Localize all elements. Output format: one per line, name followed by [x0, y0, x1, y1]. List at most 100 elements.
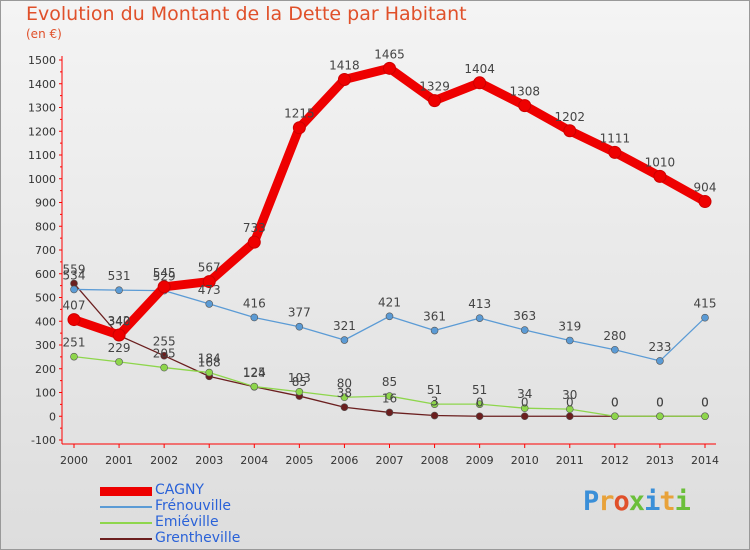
x-tick-label: 2000: [60, 454, 88, 467]
data-label: 421: [378, 295, 401, 309]
data-label: 1202: [555, 110, 586, 124]
data-label: 319: [558, 319, 581, 333]
data-point: [250, 313, 259, 322]
data-point: [656, 357, 664, 365]
data-label: 255: [153, 335, 176, 349]
data-label: 415: [694, 297, 717, 311]
y-tick-label: 1400: [28, 78, 56, 91]
x-tick-label: 2009: [466, 454, 494, 467]
series-Emiéville: [70, 352, 709, 421]
data-label: 0: [521, 395, 529, 409]
x-tick-label: 2014: [691, 454, 719, 467]
series-CAGNY: [67, 61, 712, 342]
data-label: 125: [243, 366, 266, 380]
x-tick-label: 2002: [150, 454, 178, 467]
y-tick-label: 1100: [28, 149, 56, 162]
data-point: [653, 169, 667, 183]
data-label: 1465: [374, 47, 405, 61]
data-label: 51: [427, 383, 442, 397]
data-label: 1308: [509, 85, 540, 99]
data-label: 0: [566, 395, 574, 409]
y-tick-label: 200: [35, 363, 56, 376]
data-point: [611, 412, 619, 421]
data-label: 531: [108, 269, 131, 283]
data-point: [340, 403, 349, 412]
y-unit-label: (en €): [26, 27, 62, 41]
legend-label: Emiéville: [155, 514, 219, 530]
data-point: [611, 345, 619, 354]
chart-title: Evolution du Montant de la Dette par Hab…: [26, 3, 467, 25]
data-label: 103: [288, 371, 311, 385]
series-Frénouville: [70, 285, 709, 365]
data-label: 321: [333, 319, 356, 333]
x-tick-label: 2011: [556, 454, 584, 467]
y-tick-label: 700: [35, 244, 56, 257]
data-point: [475, 314, 484, 322]
data-point: [115, 358, 123, 366]
data-label: 168: [198, 355, 221, 369]
data-label: 251: [63, 336, 86, 350]
y-tick-label: 0: [49, 410, 56, 423]
legend-label: Frénouville: [155, 498, 231, 514]
data-point: [701, 313, 709, 322]
data-label: 0: [476, 395, 484, 409]
data-label: 30: [562, 388, 577, 402]
data-label: 0: [656, 395, 664, 409]
data-label: 1010: [645, 155, 676, 169]
data-point: [698, 195, 712, 209]
data-label: 51: [472, 383, 487, 397]
data-label: 407: [63, 299, 86, 313]
data-label: 0: [701, 395, 709, 409]
data-label: 205: [153, 347, 176, 361]
data-label: 342: [108, 314, 131, 328]
y-tick-label: 500: [35, 292, 56, 305]
x-tick-label: 2004: [240, 454, 268, 467]
data-label: 1404: [464, 62, 495, 76]
data-label: 904: [694, 181, 717, 195]
data-label: 85: [382, 375, 397, 389]
y-tick-label: 1500: [28, 54, 56, 67]
legend-swatch: [100, 486, 152, 496]
logo-letter: i: [674, 486, 691, 517]
x-tick-label: 2007: [376, 454, 404, 467]
y-tick-label: -100: [31, 434, 56, 447]
x-tick-label: 2012: [601, 454, 629, 467]
data-label: 1329: [419, 80, 450, 94]
x-tick-label: 2010: [511, 454, 539, 467]
logo-letter: r: [598, 486, 614, 517]
data-point: [202, 275, 216, 289]
data-label: 229: [108, 341, 131, 355]
data-point: [475, 400, 484, 408]
data-point: [340, 393, 349, 402]
data-point: [292, 121, 306, 135]
data-label: 0: [701, 395, 709, 409]
data-point: [340, 336, 349, 344]
data-label: 80: [337, 376, 352, 390]
data-label: 16: [382, 391, 397, 405]
logo-letter: o: [613, 486, 630, 517]
data-label: 0: [656, 395, 664, 409]
x-tick-label: 2006: [330, 454, 358, 467]
data-label: 416: [243, 296, 266, 310]
data-point: [385, 392, 394, 400]
data-point: [430, 326, 439, 335]
data-point: [520, 326, 529, 334]
data-label: 559: [63, 262, 86, 276]
data-label: 534: [63, 268, 86, 282]
x-tick-label: 2005: [285, 454, 313, 467]
data-label: 413: [468, 297, 491, 311]
data-point: [160, 363, 168, 372]
data-label: 529: [153, 270, 176, 284]
data-point: [295, 387, 304, 396]
data-point: [565, 336, 574, 345]
logo-letter: t: [659, 486, 675, 517]
data-point: [565, 405, 574, 413]
data-point: [337, 72, 351, 86]
data-point: [295, 322, 304, 331]
y-tick-label: 100: [35, 387, 56, 400]
y-tick-label: 900: [35, 197, 56, 210]
data-label: 473: [198, 283, 221, 297]
data-label: 3: [431, 395, 439, 409]
data-point: [115, 286, 123, 294]
